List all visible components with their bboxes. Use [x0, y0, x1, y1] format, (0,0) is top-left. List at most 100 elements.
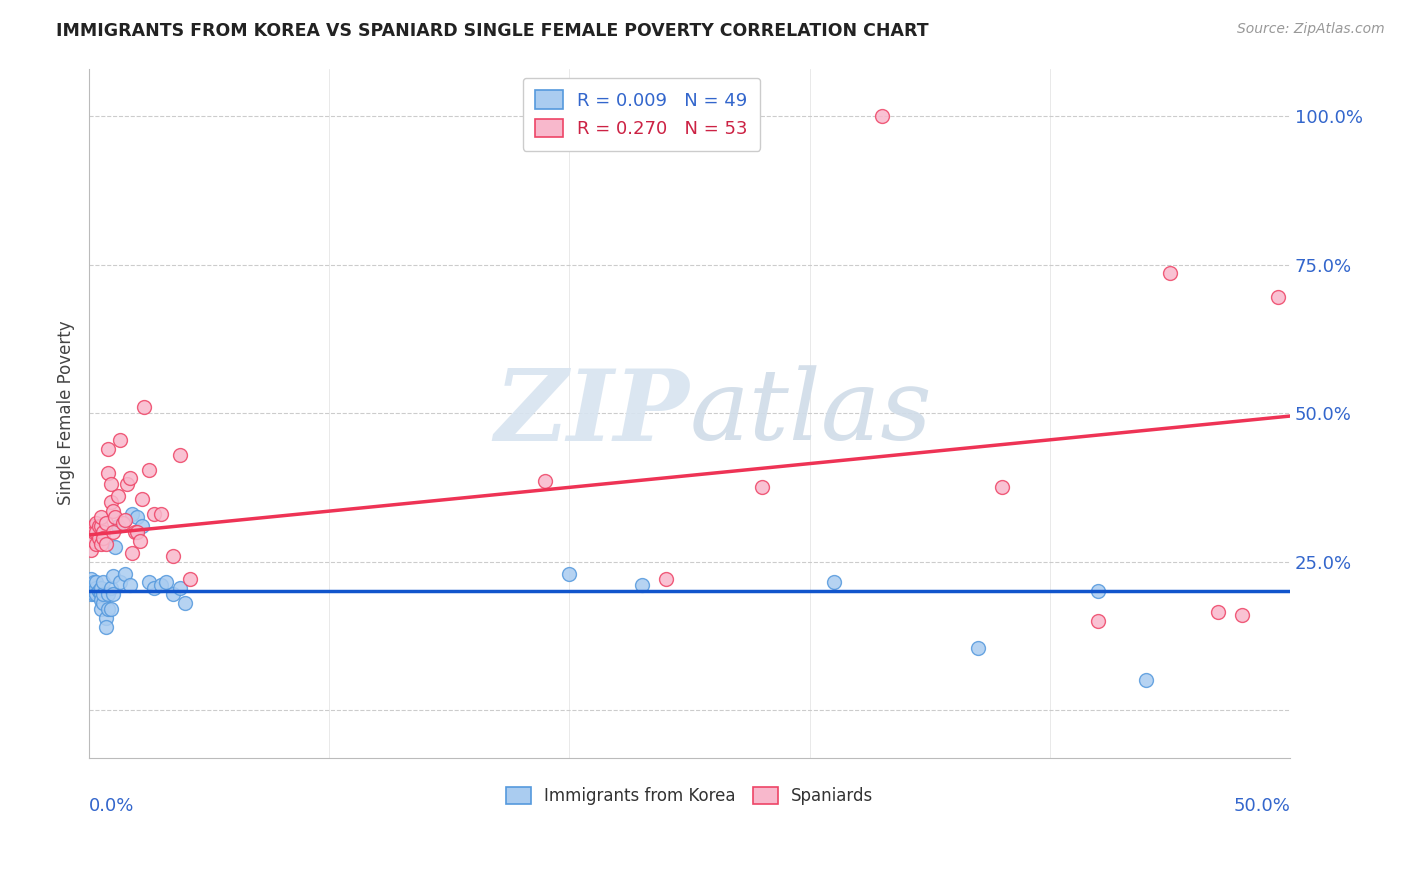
Point [121, 507, 143, 521]
Point [90, 582, 112, 596]
Point [94, 537, 117, 551]
Point [90, 519, 112, 533]
Text: ZIP: ZIP [495, 365, 689, 461]
Point [101, 524, 124, 539]
Point [654, 573, 676, 587]
Point [155, 575, 177, 590]
Point [118, 578, 141, 592]
Point [138, 575, 160, 590]
Point [101, 569, 124, 583]
Point [84, 537, 107, 551]
Point [87, 531, 110, 545]
Point [169, 448, 191, 462]
Point [80, 522, 103, 536]
Point [751, 480, 773, 494]
Point [150, 578, 173, 592]
Text: 50.0%: 50.0% [1233, 797, 1291, 814]
Point [84, 524, 107, 539]
Point [110, 575, 132, 590]
Point [90, 602, 112, 616]
Point [142, 507, 165, 521]
Point [94, 611, 117, 625]
Point [97, 442, 120, 456]
Point [1230, 608, 1253, 623]
Point [870, 109, 893, 123]
Text: 0.0%: 0.0% [89, 797, 135, 814]
Point [162, 587, 184, 601]
Point [93, 531, 115, 545]
Point [80, 584, 103, 599]
Point [110, 433, 132, 447]
Point [80, 587, 103, 601]
Text: IMMIGRANTS FROM KOREA VS SPANIARD SINGLE FEMALE POVERTY CORRELATION CHART: IMMIGRANTS FROM KOREA VS SPANIARD SINGLE… [56, 22, 929, 40]
Point [84, 575, 107, 590]
Point [1087, 614, 1109, 628]
Point [117, 477, 139, 491]
Point [100, 495, 122, 509]
Point [93, 596, 115, 610]
Point [93, 524, 115, 539]
Point [80, 531, 103, 545]
Point [131, 492, 153, 507]
Text: atlas: atlas [689, 366, 932, 461]
Point [97, 602, 120, 616]
Point [1159, 267, 1181, 281]
Point [131, 519, 153, 533]
Point [87, 584, 110, 599]
Point [87, 519, 110, 533]
Point [150, 507, 173, 521]
Point [104, 510, 127, 524]
Point [90, 510, 112, 524]
Point [84, 582, 107, 596]
Point [83, 519, 105, 533]
Point [991, 480, 1014, 494]
Point [83, 582, 105, 596]
Point [80, 578, 103, 592]
Point [93, 575, 115, 590]
Point [823, 575, 845, 590]
Point [630, 578, 652, 592]
Point [83, 524, 105, 539]
Point [169, 582, 191, 596]
Point [93, 587, 115, 601]
Point [80, 542, 103, 557]
Point [114, 513, 136, 527]
Point [1135, 673, 1157, 688]
Point [101, 504, 124, 518]
Point [101, 587, 124, 601]
Point [118, 471, 141, 485]
Point [107, 489, 129, 503]
Point [94, 516, 117, 530]
Point [97, 466, 120, 480]
Point [1087, 584, 1109, 599]
Point [94, 620, 117, 634]
Point [111, 516, 134, 530]
Point [83, 584, 105, 599]
Point [83, 575, 105, 590]
Point [90, 587, 112, 601]
Point [127, 524, 149, 539]
Point [104, 540, 127, 554]
Point [80, 573, 103, 587]
Point [90, 593, 112, 607]
Point [179, 573, 201, 587]
Point [124, 524, 146, 539]
Point [100, 477, 122, 491]
Point [127, 510, 149, 524]
Point [558, 566, 581, 581]
Point [534, 475, 557, 489]
Point [83, 533, 105, 548]
Point [100, 582, 122, 596]
Point [138, 462, 160, 476]
Point [134, 400, 156, 414]
Text: Source: ZipAtlas.com: Source: ZipAtlas.com [1237, 22, 1385, 37]
Point [107, 519, 129, 533]
Y-axis label: Single Female Poverty: Single Female Poverty [58, 321, 75, 506]
Point [121, 546, 143, 560]
Point [84, 587, 107, 601]
Point [142, 582, 165, 596]
Point [128, 533, 150, 548]
Point [1267, 290, 1289, 304]
Point [966, 640, 988, 655]
Point [1206, 605, 1229, 619]
